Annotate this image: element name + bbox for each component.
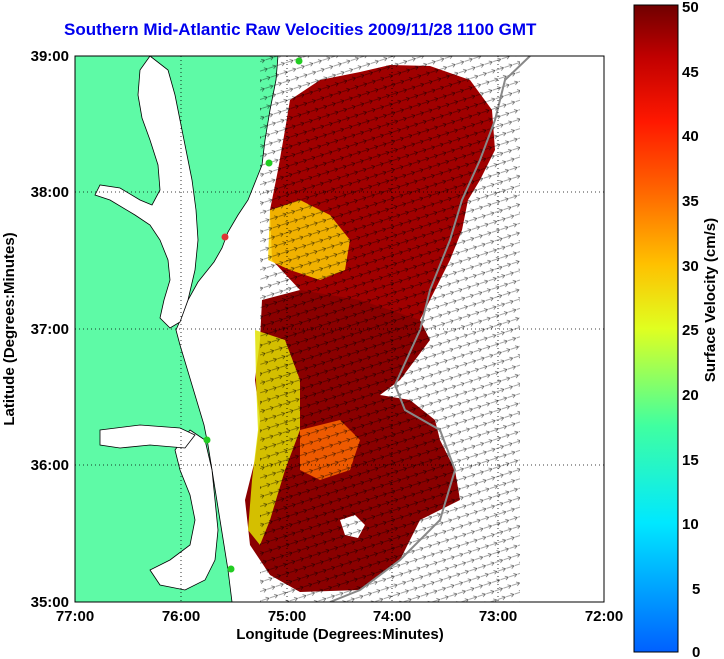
colorbar-tick-label: 5 <box>692 581 700 598</box>
x-tick-label: 72:00 <box>585 608 623 625</box>
colorbar-tick-label: 30 <box>682 258 699 275</box>
x-tick-label: 75:00 <box>268 608 306 625</box>
map-title: Southern Mid-Atlantic Raw Velocities 200… <box>64 20 537 39</box>
x-axis-ticks: 77:00 76:00 75:00 74:00 73:00 72:00 <box>56 608 623 625</box>
station-marker <box>221 233 229 241</box>
colorbar-tick-label: 25 <box>682 322 699 339</box>
station-marker <box>295 57 303 65</box>
station-marker <box>227 565 235 573</box>
colorbar <box>633 4 679 653</box>
colorbar-tick-label: 15 <box>682 452 699 469</box>
colorbar-label: Surface Velocity (cm/s) <box>702 218 719 382</box>
station-marker <box>203 436 211 444</box>
chesapeake-bay <box>94 56 199 329</box>
y-tick-label: 37:00 <box>31 321 69 338</box>
albemarle-sound <box>99 424 196 449</box>
colorbar-tick-label: 0 <box>692 644 700 659</box>
shelf-break-line <box>329 56 531 602</box>
colorbar-tick-label: 10 <box>682 516 699 533</box>
colorbar-tick-label: 40 <box>682 128 699 145</box>
y-axis-ticks: 39:00 38:00 37:00 36:00 35:00 <box>31 48 69 611</box>
x-tick-label: 77:00 <box>56 608 94 625</box>
x-tick-label: 74:00 <box>373 608 411 625</box>
colorbar-tick-label: 45 <box>682 64 699 81</box>
x-tick-label: 73:00 <box>479 608 517 625</box>
x-tick-label: 76:00 <box>162 608 200 625</box>
colorbar-tick-label: 50 <box>682 0 699 16</box>
colorbar-tick-label: 35 <box>682 193 699 210</box>
station-marker <box>265 159 273 167</box>
pamlico-sound <box>149 429 219 591</box>
plot-frame <box>74 55 605 603</box>
y-tick-label: 39:00 <box>31 48 69 65</box>
y-axis-label: Latitude (Degrees:Minutes) <box>1 232 18 425</box>
map-grid <box>75 56 604 602</box>
y-tick-label: 38:00 <box>31 184 69 201</box>
colorbar-tick-label: 20 <box>682 387 699 404</box>
colorbar-ticks: 50 45 40 35 30 25 20 15 10 5 0 <box>682 0 700 659</box>
x-axis-label: Longitude (Degrees:Minutes) <box>236 626 444 643</box>
y-tick-label: 36:00 <box>31 457 69 474</box>
y-tick-label: 35:00 <box>31 594 69 611</box>
